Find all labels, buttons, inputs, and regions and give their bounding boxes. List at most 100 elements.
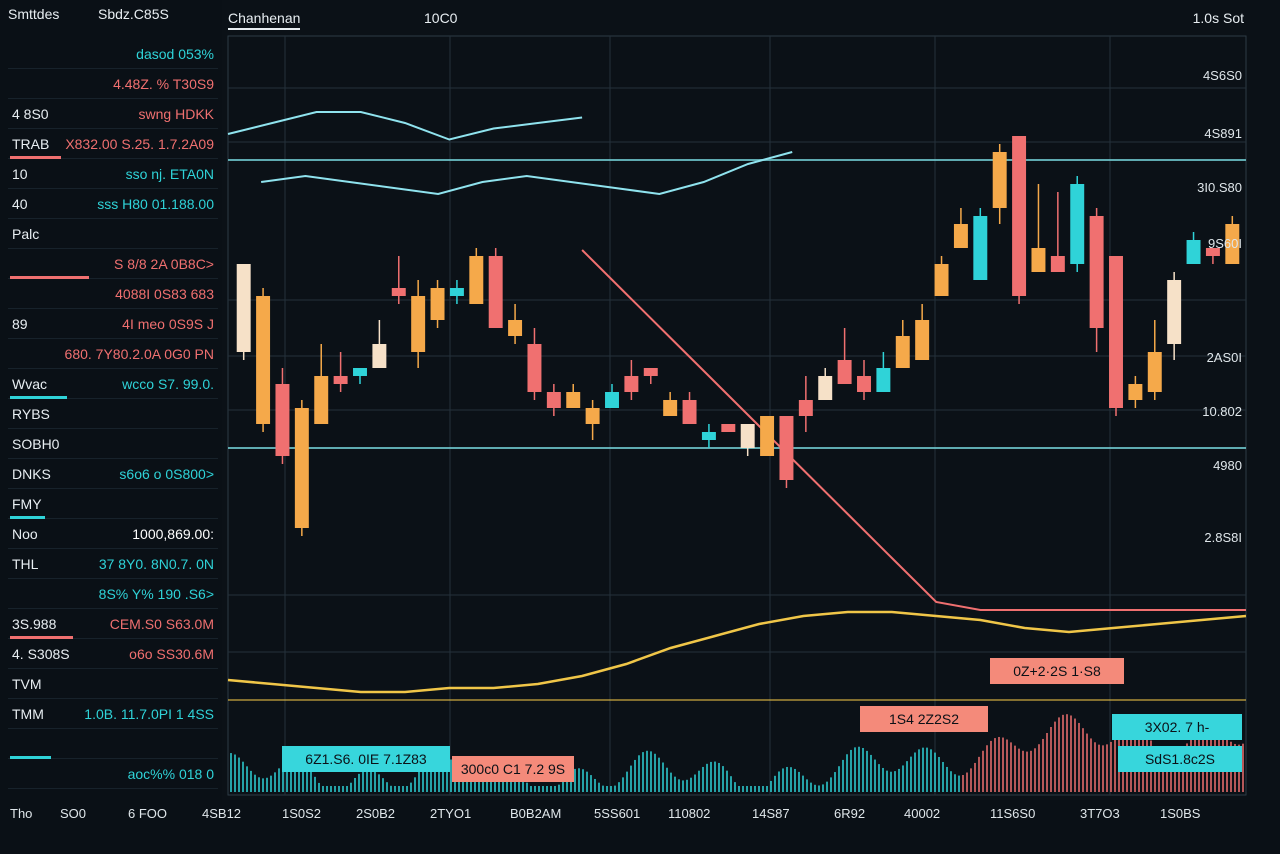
volume-bar [850, 749, 852, 792]
volume-bar [914, 752, 916, 792]
volume-bar [794, 768, 796, 792]
tab-chart[interactable]: Chanhenan [228, 10, 301, 26]
sidebar-row[interactable]: TVM [8, 670, 218, 699]
y-tick-label: 4980 [1213, 458, 1242, 473]
sidebar-accent-bar [10, 756, 51, 759]
sidebar-row-label: 10 [12, 166, 28, 182]
sidebar-row[interactable]: THL 37 8Y0. 8N0.7. 0N [8, 550, 218, 579]
volume-bar [898, 768, 900, 792]
volume-bar [1106, 744, 1108, 792]
sidebar-row-label: TRAB [12, 136, 50, 152]
sidebar-row[interactable]: S 8/8 2A 0B8C> [8, 250, 218, 279]
candle-body [740, 424, 755, 448]
sidebar-row[interactable]: 40 sss H80 01.188.00 [8, 190, 218, 219]
overlay-value-box[interactable]: SdS1.8c2S [1118, 746, 1242, 772]
overlay-value-box[interactable]: 0Z+2·2S 1·S8 [990, 658, 1124, 684]
candle-body [895, 336, 910, 368]
volume-bar [906, 761, 908, 792]
volume-bar [1038, 744, 1040, 792]
sidebar-row[interactable]: SOBH0 [8, 430, 218, 459]
candle-body [1225, 224, 1240, 264]
sidebar-row[interactable]: dasod 053% [8, 40, 218, 69]
volume-bar [838, 766, 840, 792]
sidebar-row[interactable]: TMM 1.0B. 11.7.0PI 1 4SS [8, 700, 218, 729]
volume-bar [274, 772, 276, 792]
sidebar-row[interactable]: 89 4I meo 0S9S J [8, 310, 218, 339]
overlay-value-box[interactable]: 6Z1.S6. 0IE 7.1Z83 [282, 746, 450, 772]
volume-bar [1162, 754, 1164, 792]
volume-bar [694, 774, 696, 792]
volume-bar [582, 769, 584, 792]
sidebar-row[interactable]: RYBS [8, 400, 218, 429]
sidebar-row-value: wcco S7. 99.0. [122, 376, 214, 392]
volume-bar [894, 771, 896, 792]
volume-bar [322, 786, 324, 792]
volume-bar [1114, 738, 1116, 792]
volume-bar [282, 764, 284, 792]
candle-body [372, 344, 387, 368]
volume-bar [338, 786, 340, 792]
volume-bar [1018, 748, 1020, 792]
volume-bar [858, 746, 860, 792]
sidebar-row[interactable]: 4.48Z. % T30S9 [8, 70, 218, 99]
sidebar-row[interactable] [8, 730, 218, 759]
volume-bar [746, 786, 748, 792]
volume-bar [1074, 718, 1076, 792]
sidebar-row-label: 4. S308S [12, 646, 70, 662]
overlay-value-box[interactable]: 1S4 2Z2S2 [860, 706, 988, 732]
sidebar-row[interactable]: 8S% Y% 190 .S6> [8, 580, 218, 609]
volume-bar [878, 764, 880, 792]
x-tick-label: 3T7O3 [1080, 806, 1120, 821]
volume-bar [834, 772, 836, 792]
sidebar-row[interactable]: 10 sso nj. ETA0N [8, 160, 218, 189]
sidebar-title: Smttdes [8, 6, 60, 22]
candle-body [1109, 256, 1123, 408]
volume-bar [566, 774, 568, 792]
volume-bar [1054, 721, 1056, 792]
candle-body [857, 376, 871, 392]
volume-bar [870, 754, 872, 792]
volume-bar [1050, 727, 1052, 792]
sidebar-row[interactable]: aoc%% 018 0 [8, 760, 218, 789]
volume-bar [682, 780, 684, 792]
sidebar-row[interactable]: Palc [8, 220, 218, 249]
volume-bar [286, 760, 288, 792]
y-tick-label: 4S6S0 [1202, 68, 1242, 83]
volume-bar [1022, 750, 1024, 792]
volume-bar [546, 786, 548, 792]
volume-bar [698, 770, 700, 792]
sidebar-row[interactable]: 4088I 0S83 683 [8, 280, 218, 309]
volume-bar [374, 771, 376, 792]
volume-bar [930, 749, 932, 792]
volume-bar [882, 767, 884, 792]
volume-bar [586, 771, 588, 792]
sidebar-row[interactable]: Wvac wcco S7. 99.0. [8, 370, 218, 399]
sidebar-row[interactable]: 4 8S0 swng HDKK [8, 100, 218, 129]
candle-body [605, 392, 619, 408]
timeframe-label[interactable]: 10C0 [424, 10, 458, 26]
sidebar-row[interactable]: 4. S308S o6o SS30.6M [8, 640, 218, 669]
volume-bar [770, 780, 772, 792]
sidebar-row[interactable]: DNKS s6o6 o 0S800> [8, 460, 218, 489]
y-tick-label: 10.802 [1202, 404, 1242, 419]
overlay-value-box[interactable]: 300c0 C1 7.2 9S [452, 756, 574, 782]
overlay-value-box[interactable]: 3X02. 7 h‐ [1112, 714, 1242, 740]
sidebar-row[interactable]: FMY [8, 490, 218, 519]
volume-bar [1078, 722, 1080, 792]
sidebar-row-label: SOBH0 [12, 436, 60, 452]
sidebar-row[interactable]: Noo 1000,869.00: [8, 520, 218, 549]
x-tick-label: 6R92 [834, 806, 866, 821]
volume-bar [538, 786, 540, 792]
sidebar-row[interactable]: 3S.988 CEM.S0 S63.0M [8, 610, 218, 639]
volume-bar [1014, 745, 1016, 792]
volume-bar [750, 786, 752, 792]
volume-bar [414, 777, 416, 792]
volume-bar [462, 773, 464, 792]
sidebar-row-value: CEM.S0 S63.0M [109, 616, 214, 632]
sidebar-row[interactable]: TRAB X832.00 S.25. 1.7.2A09 [8, 130, 218, 159]
volume-bar [334, 786, 336, 792]
volume-bar [242, 761, 244, 792]
sidebar-row[interactable]: 680. 7Y80.2.0A 0G0 PN [8, 340, 218, 369]
volume-bar [1098, 744, 1100, 792]
